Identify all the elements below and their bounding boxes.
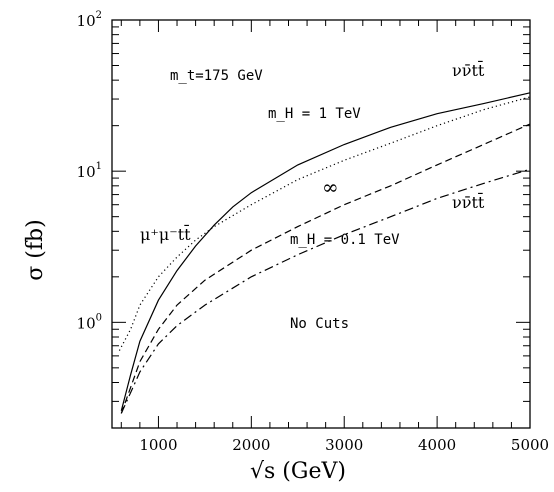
dashed-curve [120, 123, 531, 414]
annotation-top-mass: m_t=175 GeV [170, 68, 263, 84]
x-tick-label: 1000 [139, 436, 177, 454]
x-tick-label: 2000 [232, 436, 270, 454]
dotted-curve [118, 96, 531, 351]
x-tick-label: 3000 [325, 436, 363, 454]
plot-border [111, 19, 531, 429]
annotation-nunu-tt-bottom: νν̄tt̄ [452, 191, 485, 212]
x-tick-label: 5000 [511, 436, 549, 454]
x-axis-title: √s (GeV) [250, 459, 346, 484]
annotation-higgs-01tev: m_H = 0.1 TeV [290, 232, 400, 248]
annotation-nunu-tt-top: νν̄tt̄ [452, 59, 485, 80]
solid-curve [120, 92, 531, 411]
y-tick-label: 101 [77, 161, 102, 181]
y-tick-label: 102 [77, 10, 102, 30]
annotation-no-cuts: No Cuts [290, 316, 349, 332]
dashdot-curve [120, 168, 531, 414]
data-curves [118, 92, 531, 414]
annotation-higgs-1tev: m_H = 1 TeV [268, 106, 361, 122]
axis-ticks: 1000 2000 3000 4000 5000 100 101 102 [77, 10, 550, 454]
x-tick-label: 4000 [418, 436, 456, 454]
y-axis-title: σ (fb) [23, 219, 48, 280]
annotation-mumu-tt: μ⁺μ⁻tt̄ [140, 223, 191, 244]
annotation-infinity: ∞ [322, 175, 339, 199]
plot-frame [111, 19, 531, 429]
y-tick-label: 100 [77, 312, 102, 332]
